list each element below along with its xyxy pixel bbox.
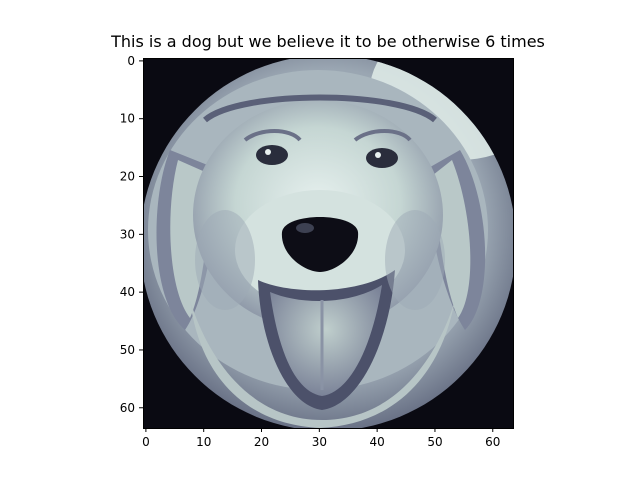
x-tick-label: 0 xyxy=(142,435,150,449)
axes-frame xyxy=(143,58,514,429)
y-tick-label: 10 xyxy=(120,112,135,126)
y-tick-label: 40 xyxy=(120,285,135,299)
y-tick-label: 0 xyxy=(127,54,135,68)
dog-image xyxy=(143,58,513,428)
y-tick-label: 20 xyxy=(120,170,135,184)
y-axis: 0 10 20 30 40 50 60 xyxy=(120,54,143,415)
x-tick-label: 30 xyxy=(312,435,327,449)
x-tick-label: 20 xyxy=(254,435,269,449)
x-tick-label: 60 xyxy=(485,435,500,449)
figure-title: This is a dog but we believe it to be ot… xyxy=(111,32,545,51)
x-tick-label: 10 xyxy=(196,435,211,449)
y-tick-label: 50 xyxy=(120,343,135,357)
y-tick-label: 60 xyxy=(120,401,135,415)
x-tick-label: 40 xyxy=(370,435,385,449)
x-axis: 0 10 20 30 40 50 60 xyxy=(142,428,500,449)
x-tick-label: 50 xyxy=(427,435,442,449)
y-tick-label: 30 xyxy=(120,227,135,241)
